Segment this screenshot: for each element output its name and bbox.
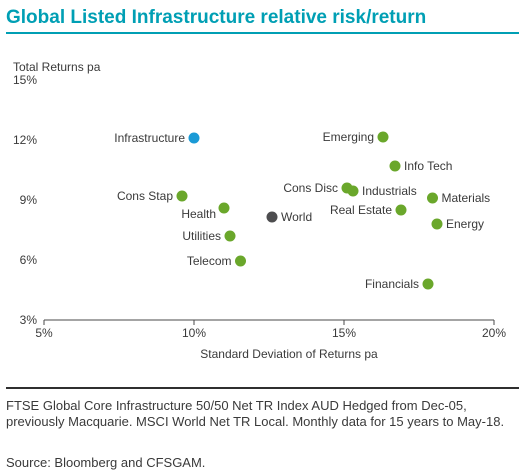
data-point [188, 132, 200, 144]
data-point [389, 160, 401, 172]
data-point [395, 204, 407, 216]
source-note: Source: Bloomberg and CFSGAM. [6, 455, 206, 470]
point-label: Telecom [187, 254, 232, 268]
point-label: Real Estate [330, 203, 392, 217]
x-tick-label: 10% [182, 326, 206, 340]
point-label: Health [181, 207, 216, 221]
point-label: Energy [446, 217, 484, 231]
data-point [224, 230, 236, 242]
x-axis-label: Standard Deviation of Returns pa [200, 347, 378, 361]
data-point [235, 255, 246, 267]
y-tick-label: 15% [13, 73, 37, 87]
y-tick-label: 3% [20, 313, 38, 327]
footer-divider [6, 387, 519, 389]
data-point [427, 192, 438, 204]
data-point [377, 131, 389, 143]
x-tick-label: 5% [35, 326, 53, 340]
point-label: Utilities [182, 229, 221, 243]
point-label: Materials [442, 191, 491, 205]
y-tick-label: 6% [20, 253, 38, 267]
data-point [218, 202, 230, 214]
footnote: FTSE Global Core Infrastructure 50/50 Ne… [6, 398, 505, 429]
data-point [431, 218, 443, 230]
point-label: Cons Stap [117, 189, 173, 203]
data-point [176, 190, 188, 202]
point-label: Emerging [323, 130, 374, 144]
y-tick-label: 9% [20, 193, 38, 207]
point-label: Financials [365, 277, 419, 291]
point-label: Industrials [362, 184, 417, 198]
y-tick-label: 12% [13, 133, 37, 147]
point-label: Info Tech [404, 159, 452, 173]
point-label: Infrastructure [114, 131, 185, 145]
data-point [347, 185, 359, 197]
y-axis-label: Total Returns pa [13, 60, 101, 74]
chart-title: Global Listed Infrastructure relative ri… [6, 6, 519, 34]
data-point [266, 211, 278, 223]
x-tick-label: 20% [482, 326, 506, 340]
data-point [422, 278, 434, 290]
point-label: World [281, 210, 312, 224]
point-label: Cons Disc [283, 181, 338, 195]
x-tick-label: 15% [332, 326, 356, 340]
